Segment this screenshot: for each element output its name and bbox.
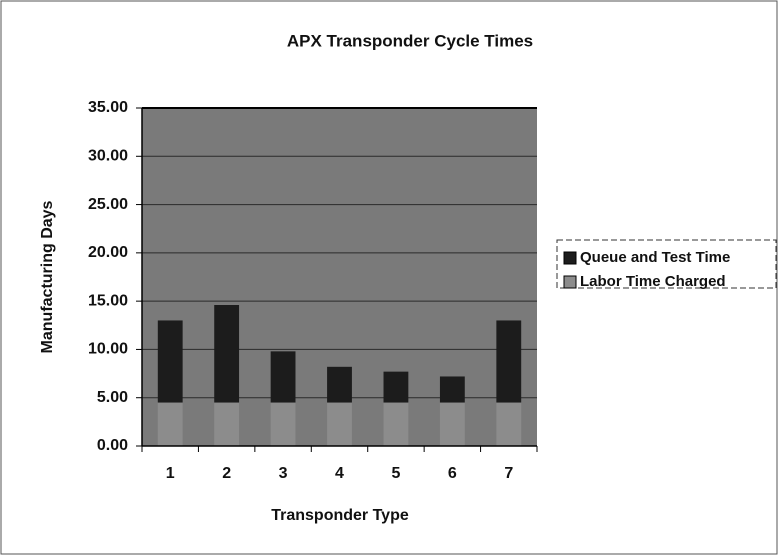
y-tick-label: 0.00 [97, 437, 128, 454]
bar-segment [383, 402, 409, 446]
x-tick-label: 6 [448, 465, 457, 482]
x-tick-label: 4 [335, 465, 344, 482]
bar-segment [157, 320, 183, 403]
y-tick-label: 5.00 [97, 389, 128, 406]
bar-segment [383, 371, 409, 403]
x-axis-label: Transponder Type [271, 507, 409, 524]
bar-segment [157, 402, 183, 446]
y-tick-label: 10.00 [88, 341, 128, 358]
legend-box [556, 239, 777, 289]
y-tick-label: 15.00 [88, 292, 128, 309]
bar-segment [496, 402, 522, 446]
legend-label: Labor Time Charged [580, 273, 726, 290]
bar-segment [327, 402, 352, 446]
bar-segment [270, 402, 296, 446]
y-tick-label: 30.00 [88, 148, 128, 165]
legend-swatch [563, 275, 577, 289]
x-tick-label: 2 [222, 465, 231, 482]
y-tick-label: 20.00 [88, 244, 128, 261]
x-tick-label: 1 [166, 465, 175, 482]
y-tick-label: 25.00 [88, 196, 128, 213]
x-tick-label: 3 [279, 465, 288, 482]
bar-segment [439, 376, 465, 403]
bar-segment [270, 351, 296, 403]
y-tick-label: 35.00 [88, 99, 128, 116]
bar-segment [214, 305, 240, 403]
bar-segment [327, 366, 352, 403]
bar-segment [439, 402, 465, 446]
y-axis-label: Manufacturing Days [39, 200, 56, 353]
x-tick-label: 7 [504, 465, 513, 482]
chart-title: APX Transponder Cycle Times [287, 31, 533, 50]
x-tick-label: 5 [391, 465, 400, 482]
legend-swatch [563, 251, 577, 265]
bar-segment [214, 402, 240, 446]
bar-segment [496, 320, 522, 403]
legend-label: Queue and Test Time [580, 249, 730, 266]
